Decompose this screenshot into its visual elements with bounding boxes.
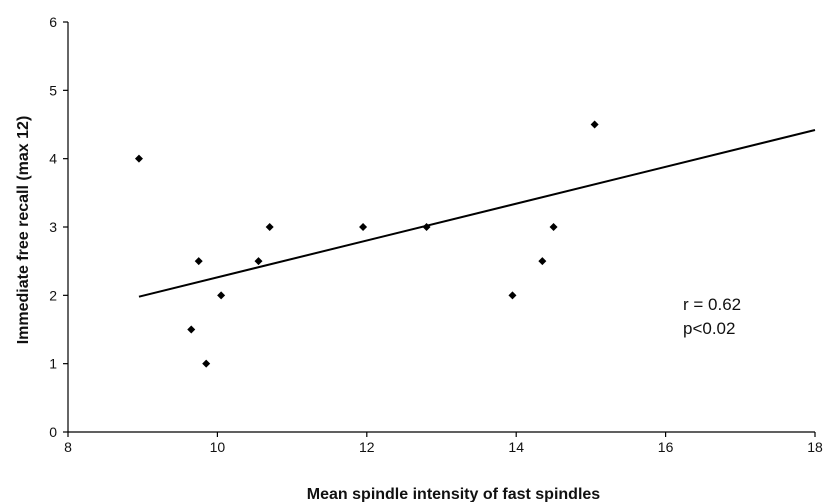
- y-tick-label: 5: [49, 82, 57, 98]
- correlation-annotation: r = 0.62: [683, 295, 741, 314]
- data-point: [265, 223, 274, 231]
- data-point: [217, 291, 226, 300]
- data-point: [254, 257, 263, 266]
- data-point: [187, 325, 196, 334]
- data-point: [134, 154, 143, 163]
- x-tick-label: 14: [508, 439, 524, 455]
- data-point: [590, 120, 599, 129]
- data-point: [538, 257, 547, 266]
- data-point: [422, 223, 431, 231]
- p-value-annotation: p<0.02: [683, 319, 735, 338]
- y-tick-label: 4: [49, 151, 57, 167]
- x-tick-label: 8: [64, 439, 72, 455]
- y-tick-label: 1: [49, 356, 57, 372]
- data-point: [549, 223, 558, 231]
- data-point: [508, 291, 517, 300]
- y-tick-label: 0: [49, 424, 57, 440]
- y-tick-label: 2: [49, 287, 57, 303]
- x-axis-title: Mean spindle intensity of fast spindles: [307, 486, 600, 502]
- y-axis-title: Immediate free recall (max 12): [15, 116, 32, 345]
- x-tick-label: 10: [210, 439, 226, 455]
- x-tick-label: 16: [658, 439, 674, 455]
- data-points: [134, 120, 599, 368]
- axes: [67, 22, 815, 433]
- trendline: [138, 128, 816, 298]
- y-tick-label: 6: [49, 14, 57, 30]
- x-tick-label: 18: [807, 439, 823, 455]
- data-point: [359, 223, 368, 231]
- y-ticks: 0 1 2 3 4 5 6: [49, 14, 68, 440]
- y-tick-label: 3: [49, 219, 57, 235]
- x-ticks: 8 10 12 14 16 18: [64, 432, 823, 455]
- data-point: [202, 359, 211, 368]
- data-point: [194, 257, 203, 266]
- x-tick-label: 12: [359, 439, 375, 455]
- trendline-group: [138, 128, 816, 298]
